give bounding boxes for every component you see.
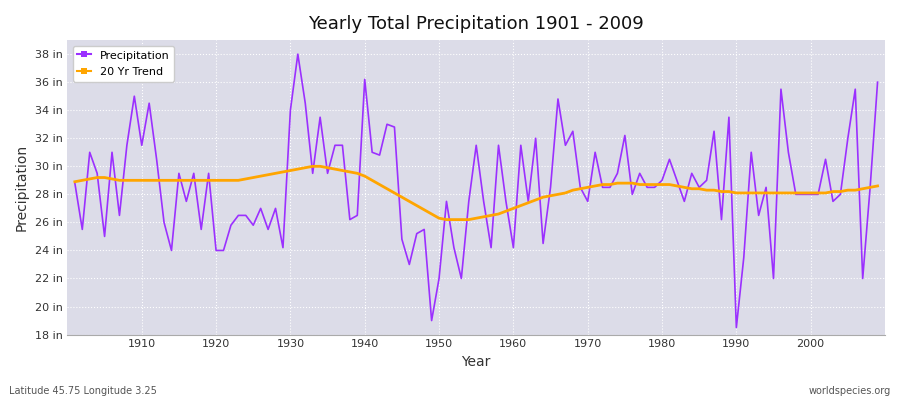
Title: Yearly Total Precipitation 1901 - 2009: Yearly Total Precipitation 1901 - 2009 — [309, 15, 644, 33]
X-axis label: Year: Year — [462, 355, 490, 369]
Y-axis label: Precipitation: Precipitation — [15, 144, 29, 231]
Text: worldspecies.org: worldspecies.org — [809, 386, 891, 396]
Text: Latitude 45.75 Longitude 3.25: Latitude 45.75 Longitude 3.25 — [9, 386, 157, 396]
Legend: Precipitation, 20 Yr Trend: Precipitation, 20 Yr Trend — [73, 46, 174, 82]
